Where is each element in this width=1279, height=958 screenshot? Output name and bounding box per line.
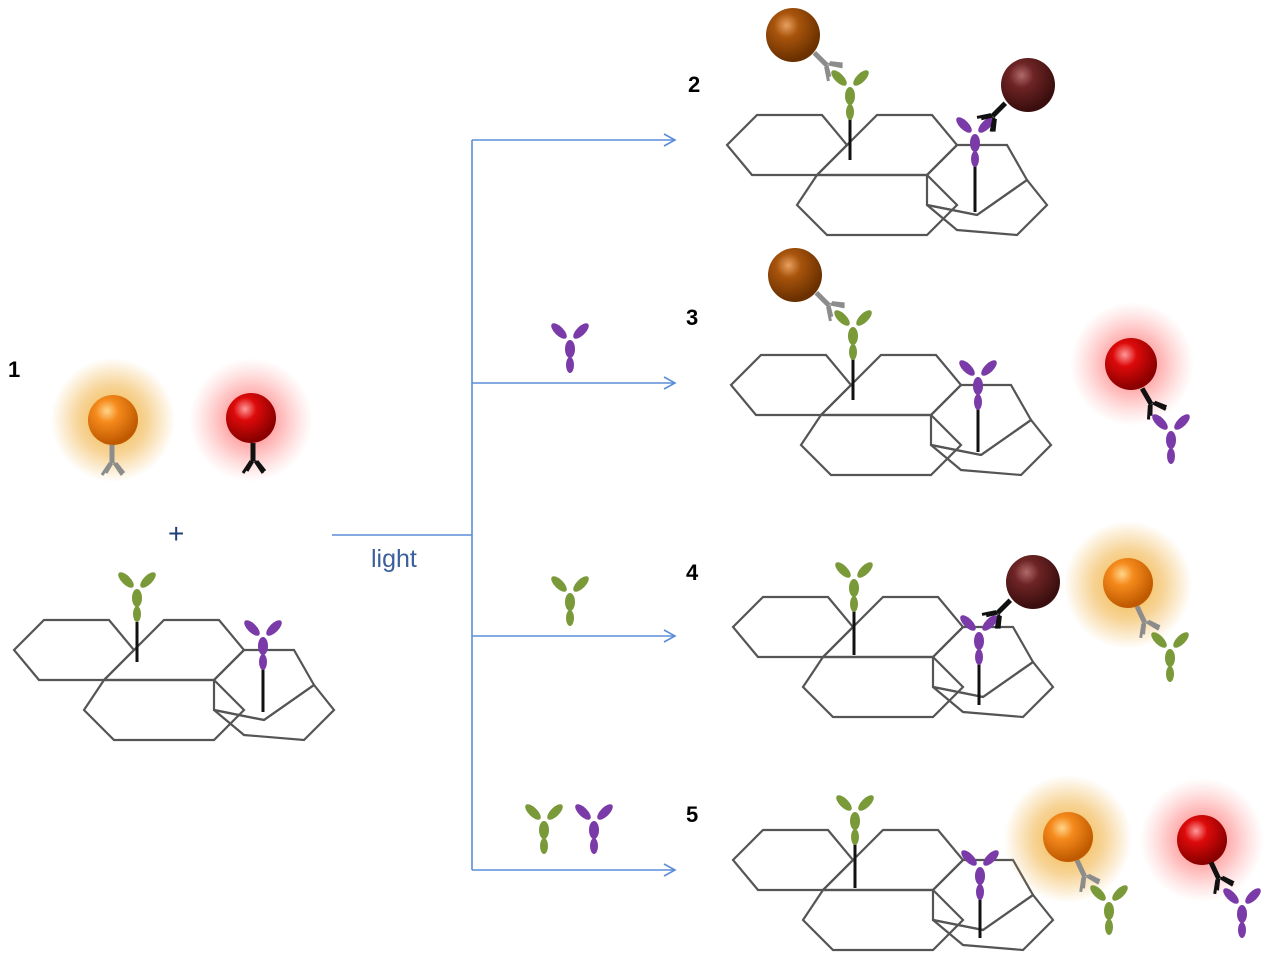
green-antigen-icon: [831, 307, 875, 360]
free-purple-antigen-icon: [572, 801, 616, 854]
green-antigen-icon: [115, 569, 159, 622]
plus-sign: +: [168, 518, 185, 549]
red-bead-icon: [1177, 815, 1227, 865]
maroon-bead-icon: [1006, 555, 1060, 609]
hex-lattice: [12, 618, 336, 742]
free-green-antigen-icon: [522, 801, 566, 854]
red-bead-icon: [1105, 338, 1157, 390]
panel-5: [731, 775, 1264, 952]
purple-antigen-icon: [957, 612, 1001, 665]
purple-antigen-icon: [1220, 885, 1264, 938]
free-green-antigen-icon: [548, 573, 592, 626]
purple-antigen-icon: [956, 357, 1000, 410]
panel-4: [731, 521, 1192, 719]
brown-bead-icon: [766, 8, 820, 62]
panel-3: [729, 248, 1194, 477]
panel-1: [12, 358, 336, 742]
purple-antigen-icon: [241, 617, 285, 670]
brown-bead-icon: [768, 248, 822, 302]
panel-2-label: 2: [688, 72, 701, 97]
purple-antigen-icon: [953, 114, 997, 167]
panel-2: [725, 8, 1055, 237]
green-antigen-icon: [1148, 629, 1192, 682]
maroon-bead-icon: [1001, 58, 1055, 112]
panel-3-label: 3: [686, 305, 699, 330]
light-branch-arrows: [332, 133, 677, 877]
hex-lattice: [729, 353, 1053, 477]
green-antigen-icon: [833, 792, 877, 845]
green-antigen-icon: [832, 559, 876, 612]
orange-bead-icon: [1043, 812, 1093, 862]
orange-bead-icon: [88, 395, 138, 445]
panel-5-label: 5: [686, 802, 699, 827]
green-antigen-icon: [1087, 882, 1131, 935]
light-label: light: [371, 545, 417, 573]
orange-bead-icon: [1103, 558, 1153, 608]
purple-antigen-icon: [1149, 411, 1193, 464]
panel-4-label: 4: [686, 560, 699, 585]
green-antigen-icon: [828, 67, 872, 120]
free-purple-antigen-icon: [548, 320, 592, 373]
hex-lattice: [725, 113, 1049, 237]
panel-1-label: 1: [8, 357, 21, 382]
purple-antigen-icon: [958, 847, 1002, 900]
hex-lattice: [731, 595, 1055, 719]
red-bead-icon: [226, 393, 276, 443]
